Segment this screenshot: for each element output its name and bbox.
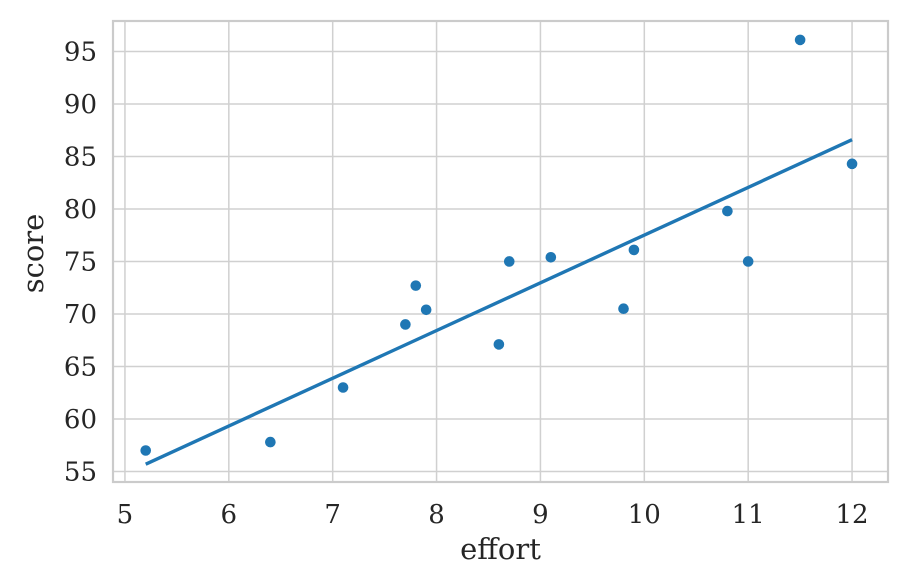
x-axis-label: effort	[460, 532, 541, 566]
scatter-point	[337, 382, 349, 393]
x-tick-label: 10	[628, 500, 661, 530]
scatter-point	[410, 280, 422, 291]
x-tick-label: 12	[836, 500, 869, 530]
scatter-point	[545, 251, 557, 263]
scatter-points	[140, 34, 858, 456]
x-tick-labels: 5 6 7 8 9 10 11 12	[117, 500, 869, 530]
x-tick-label: 5	[117, 500, 134, 530]
y-tick-labels: 55 60 65 70 75 80 85 90 95	[64, 37, 97, 487]
y-tick-label: 60	[64, 405, 97, 435]
gridlines	[113, 21, 888, 482]
scatter-point	[140, 445, 152, 456]
scatter-point	[846, 158, 858, 170]
x-tick-label: 6	[221, 500, 238, 530]
regression-line	[145, 138, 853, 466]
x-tick-label: 7	[324, 500, 341, 530]
scatter-point	[618, 303, 629, 315]
y-tick-label: 85	[64, 142, 97, 172]
x-tick-label: 8	[428, 500, 445, 530]
x-tick-label: 9	[532, 500, 549, 530]
y-tick-label: 80	[64, 195, 97, 225]
scatter-point	[265, 436, 276, 448]
scatter-point	[493, 339, 505, 350]
y-tick-label: 95	[64, 37, 97, 67]
scatter-point	[400, 319, 411, 330]
y-tick-label: 70	[64, 300, 97, 330]
scatter-point	[628, 244, 640, 256]
scatter-point	[742, 256, 754, 267]
plot-border	[111, 19, 890, 484]
scatter-point	[503, 256, 515, 267]
scatter-point	[794, 34, 806, 46]
y-tick-label: 75	[64, 247, 97, 277]
x-tick-label: 11	[732, 500, 765, 530]
y-tick-label: 65	[64, 352, 97, 382]
trend-line-group	[145, 138, 853, 466]
scatter-point	[722, 205, 733, 217]
y-tick-label: 90	[64, 90, 97, 120]
scatter-point	[420, 304, 432, 316]
y-axis-label: score	[16, 214, 50, 294]
y-tick-label: 55	[64, 457, 97, 487]
